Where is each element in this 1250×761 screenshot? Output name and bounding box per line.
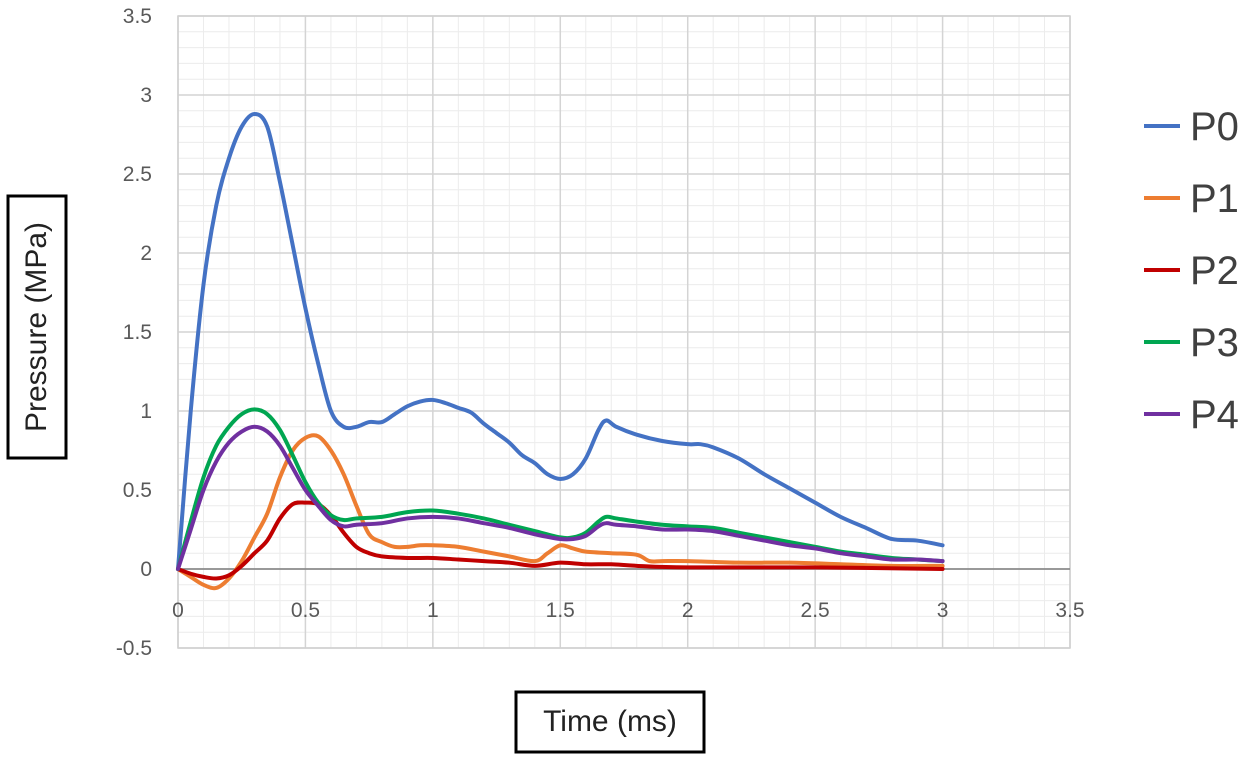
x-tick-label: 3.5 xyxy=(1055,599,1084,622)
x-axis-tick-labels: 0 0.5 1 1.5 2 2.5 3 3.5 xyxy=(172,599,1084,622)
x-axis-title-box xyxy=(514,690,706,754)
x-tick-label: 2 xyxy=(682,599,694,622)
legend-label: P3 xyxy=(1190,321,1239,365)
x-tick-label: 1 xyxy=(427,599,439,622)
series-line-p3 xyxy=(176,407,945,571)
y-tick-label: 2.5 xyxy=(123,163,152,186)
y-tick-label: 3 xyxy=(140,84,152,107)
series-lines xyxy=(176,111,945,591)
legend-label: P1 xyxy=(1190,177,1239,221)
series-line-p1 xyxy=(176,433,945,591)
series-line-p2 xyxy=(176,500,945,581)
legend-item-p2: P2 xyxy=(1144,249,1239,293)
legend-label: P2 xyxy=(1190,249,1239,293)
x-tick-label: 1.5 xyxy=(546,599,575,622)
plot-area-border xyxy=(177,15,1071,649)
y-tick-label: 1 xyxy=(140,400,152,423)
legend-label: P4 xyxy=(1190,393,1239,437)
y-axis-title-box xyxy=(6,194,68,460)
y-tick-label: 1.5 xyxy=(123,321,152,344)
legend-item-p1: P1 xyxy=(1144,177,1239,221)
legend-label: P0 xyxy=(1190,105,1239,149)
y-axis-tick-labels: -0.5 0 0.5 1 1.5 2 2.5 3 3.5 xyxy=(116,5,152,660)
x-tick-label: 0 xyxy=(172,599,184,622)
x-axis-title-text: Time (ms) xyxy=(543,705,677,738)
legend-item-p4: P4 xyxy=(1144,393,1239,437)
x-axis-title: Time (ms) xyxy=(514,690,706,754)
y-tick-label: 0 xyxy=(140,558,152,581)
y-axis-title: Pressure (MPa) xyxy=(6,194,68,460)
legend-item-p0: P0 xyxy=(1144,105,1239,149)
y-axis-title-text: Pressure (MPa) xyxy=(20,222,53,432)
y-tick-label: 0.5 xyxy=(123,479,152,502)
x-tick-label: 3 xyxy=(937,599,949,622)
series-line-p4 xyxy=(176,424,945,571)
y-tick-label: 3.5 xyxy=(123,5,152,28)
plot-area-frame xyxy=(177,15,1071,649)
legend-item-p3: P3 xyxy=(1144,321,1239,365)
series-line-p0 xyxy=(176,111,945,571)
y-tick-label: 2 xyxy=(140,242,152,265)
y-tick-label: -0.5 xyxy=(116,637,152,660)
x-tick-label: 2.5 xyxy=(801,599,830,622)
legend: P0 P1 P2 P3 P4 xyxy=(1144,105,1239,437)
x-tick-label: 0.5 xyxy=(291,599,320,622)
